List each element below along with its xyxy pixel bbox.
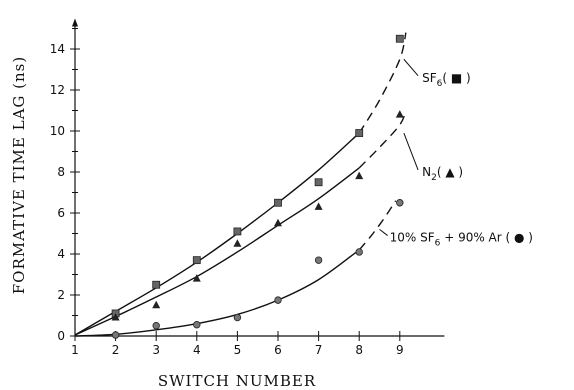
x-tick-label: 8 <box>355 343 363 357</box>
square-marker <box>233 227 242 236</box>
x-tick-label: 6 <box>274 343 282 357</box>
y-tick-label: 10 <box>50 124 65 138</box>
series-label-main: SF <box>422 71 437 85</box>
series-label-subscript: 6 <box>437 79 443 89</box>
circle-marker <box>314 256 323 264</box>
y-tick-label: 12 <box>50 83 65 97</box>
series-label-main: 10% SF <box>390 231 435 245</box>
annotation-leader <box>379 229 388 236</box>
circle-marker <box>233 313 242 322</box>
square-marker <box>314 178 323 187</box>
x-tick-label: 5 <box>234 343 242 357</box>
square-marker <box>355 129 364 137</box>
series-label-subscript: 6 <box>435 239 441 249</box>
fit-curves <box>74 32 407 337</box>
y-axis-arrow <box>72 18 78 27</box>
square-marker <box>152 280 161 289</box>
data-markers <box>111 34 404 339</box>
circle-marker <box>355 248 363 256</box>
y-tick-label: 4 <box>57 247 65 261</box>
fit-line-dashed <box>358 32 407 134</box>
square-marker <box>274 198 282 207</box>
y-tick-label: 8 <box>57 165 65 179</box>
series-label-subscript: 2 <box>431 173 437 183</box>
fit-line-dashed <box>358 110 407 169</box>
series-label-marker: ( ■ ) <box>442 71 470 85</box>
square-marker <box>395 34 404 43</box>
triangle-marker <box>152 300 161 309</box>
x-tick-label: 9 <box>396 343 404 357</box>
triangle-marker <box>355 171 364 180</box>
y-tick-label: 14 <box>50 42 65 56</box>
series-label: N2( ▲ ) <box>422 165 463 183</box>
y-axis-title: FORMATIVE TIME LAG (ns) <box>10 56 28 294</box>
triangle-marker <box>111 313 120 321</box>
triangle-marker <box>395 110 404 118</box>
triangle-marker <box>274 218 282 227</box>
x-tick-label: 7 <box>315 343 323 357</box>
x-tick-label: 3 <box>152 343 160 357</box>
circle-marker <box>111 331 120 339</box>
series-label: SF6( ■ ) <box>422 71 471 89</box>
y-tick-label: 6 <box>57 206 65 220</box>
x-axis-title: SWITCH NUMBER <box>158 372 316 390</box>
series-label-marker: + 90% Ar ( ● ) <box>440 231 533 245</box>
x-tick-label: 2 <box>112 343 120 357</box>
triangle-marker <box>192 274 201 282</box>
annotations: SF6( ■ )N2( ▲ )10% SF6 + 90% Ar ( ● ) <box>379 58 533 249</box>
annotation-leader <box>403 132 419 171</box>
y-tick-label: 2 <box>57 288 65 302</box>
fit-line-dashed <box>358 200 397 251</box>
circle-marker <box>193 321 201 329</box>
fit-line-solid <box>74 132 360 336</box>
series-label-main: N <box>422 165 431 179</box>
annotation-leader <box>403 58 419 76</box>
series-label-marker: ( ▲ ) <box>437 165 463 179</box>
square-marker <box>192 256 201 265</box>
circle-marker <box>396 199 404 207</box>
circle-marker <box>274 296 282 304</box>
series-label: 10% SF6 + 90% Ar ( ● ) <box>390 231 533 249</box>
triangle-marker <box>233 239 242 247</box>
circle-marker <box>152 322 160 330</box>
triangle-marker <box>314 202 323 210</box>
x-tick-label: 4 <box>193 343 201 357</box>
x-tick-label: 1 <box>71 343 79 357</box>
y-tick-label: 0 <box>57 329 65 343</box>
